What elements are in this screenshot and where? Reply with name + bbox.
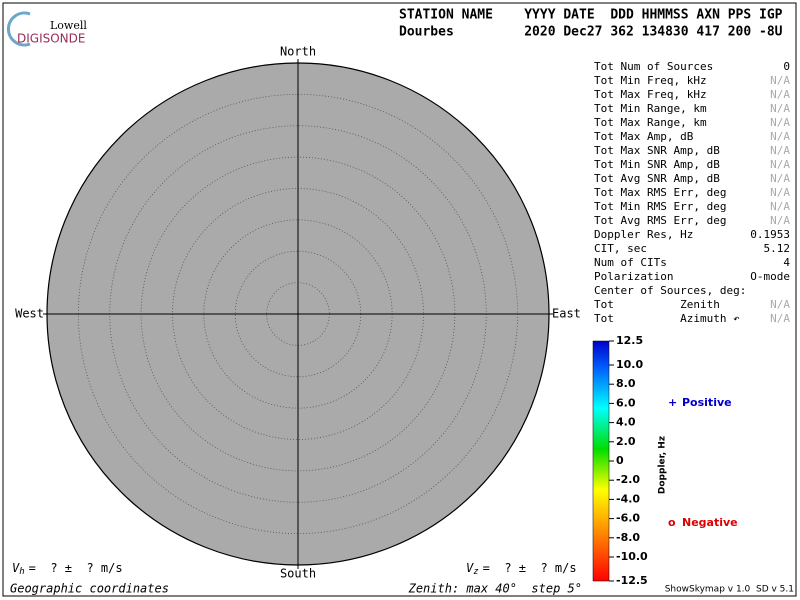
colorbar-tick-label: 2.0 [616, 435, 636, 448]
colorbar-label: Doppler, Hz [658, 436, 668, 494]
vz: Vz = ? ± ? m/s [466, 561, 577, 577]
legend-name: Negative [682, 516, 738, 529]
stat-label: Tot Avg SNR Amp, dB [594, 172, 720, 185]
stat-value: 0.1953 [750, 228, 790, 241]
colorbar-tick-label: -6.0 [616, 512, 640, 525]
colorbar-tick-label: -4.0 [616, 492, 640, 505]
vz-text: = ? ± ? m/s [483, 561, 577, 575]
stats-table: Tot Num of Sources 0 Tot Min Freq, kHz N/A T… [594, 60, 790, 325]
stat-value: N/A [770, 186, 790, 199]
stat-value: 4 [783, 256, 790, 269]
stat-label: CIT, sec [594, 242, 647, 255]
colorbar-tick-label: -2.0 [616, 473, 640, 486]
stat-label: Tot Max SNR Amp, dB [594, 144, 720, 157]
colorbar-tick-label: 8.0 [616, 377, 636, 390]
stat-value: N/A [770, 158, 790, 171]
north-label: North [280, 45, 316, 59]
legend-symbol: + [668, 396, 677, 409]
west-label: West [15, 307, 44, 321]
stat-label: Doppler Res, Hz [594, 228, 693, 241]
stat-value: N/A [770, 312, 790, 325]
south-label: South [280, 567, 316, 581]
footer-left: Geographic coordinates [10, 582, 169, 596]
vh: Vh = ? ± ? m/s [12, 561, 123, 577]
logo-arc [7, 11, 31, 47]
polar-plot [43, 59, 553, 569]
stat-label: Tot Zenith [594, 298, 720, 311]
footer-center: Zenith: max 40° step 5° [408, 582, 582, 596]
east-label: East [552, 307, 581, 321]
logo-bottom: DIGISONDE [17, 32, 85, 46]
stat-value: N/A [770, 130, 790, 143]
stat-label: Tot Max Freq, kHz [594, 88, 707, 101]
stat-label: Tot Num of Sources [594, 60, 713, 73]
stat-label: Tot Min SNR Amp, dB [594, 158, 720, 171]
colorbar-tick-label: -8.0 [616, 531, 640, 544]
stat-label: Tot Min Freq, kHz [594, 74, 707, 87]
stat-value: N/A [770, 144, 790, 157]
stat-label: Tot Avg RMS Err, deg [594, 214, 726, 227]
logo-top: Lowell [50, 19, 87, 32]
stat-value: N/A [770, 102, 790, 115]
stat-value: N/A [770, 172, 790, 185]
vz-symbol: V [466, 561, 474, 575]
colorbar-tick-label: 10.0 [616, 358, 643, 371]
stat-value: 5.12 [764, 242, 791, 255]
stat-value: N/A [770, 298, 790, 311]
colorbar-fill [592, 340, 610, 582]
stat-label: Tot Max RMS Err, deg [594, 186, 726, 199]
stat-label: Num of CITs [594, 256, 667, 269]
stat-value: 0 [783, 60, 790, 73]
legend: + Positive o Negative [668, 396, 738, 529]
vh-text: = ? ± ? m/s [29, 561, 123, 575]
stat-label: Center of Sources, deg: [594, 284, 746, 297]
stat-label: Tot Max Range, km [594, 116, 707, 129]
stat-value: N/A [770, 74, 790, 87]
colorbar-tick-label: -10.0 [616, 550, 648, 563]
vz-sub: z [473, 567, 478, 577]
stat-value: N/A [770, 88, 790, 101]
colorbar-tick-label: -12.5 [616, 574, 648, 587]
header-labels: STATION NAME YYYY DATE DDD HHMMSS AXN PP… [399, 8, 783, 23]
footer-right: ShowSkymap v 1.0 SD v 5.1 [665, 585, 794, 595]
stat-value: N/A [770, 200, 790, 213]
header-values: Dourbes 2020 Dec27 362 134830 417 200 -8… [399, 25, 783, 40]
colorbar-tick-label: 12.5 [616, 334, 643, 347]
colorbar-tick-label: 6.0 [616, 396, 636, 409]
legend-symbol: o [668, 516, 676, 529]
stat-value: O-mode [750, 270, 790, 283]
colorbar-tick-label: 4.0 [616, 416, 636, 429]
stat-label: Tot Max Amp, dB [594, 130, 694, 143]
stat-label: Tot Min Range, km [594, 102, 707, 115]
stat-value: N/A [770, 214, 790, 227]
vh-sub: h [19, 567, 24, 577]
stat-label: Tot Min RMS Err, deg [594, 200, 726, 213]
stat-label: Tot Azimuth ↶ [594, 312, 740, 325]
legend-name: Positive [682, 396, 732, 409]
vh-symbol: V [12, 561, 20, 575]
stat-label: Polarization [594, 270, 673, 283]
colorbar: 12.5 10.0 8.0 6.0 4.0 2.0 0 -2.0 -4.0 -6.0 -8.0 -10… [592, 334, 648, 587]
colorbar-tick-label: 0 [616, 454, 624, 467]
stat-value: N/A [770, 116, 790, 129]
